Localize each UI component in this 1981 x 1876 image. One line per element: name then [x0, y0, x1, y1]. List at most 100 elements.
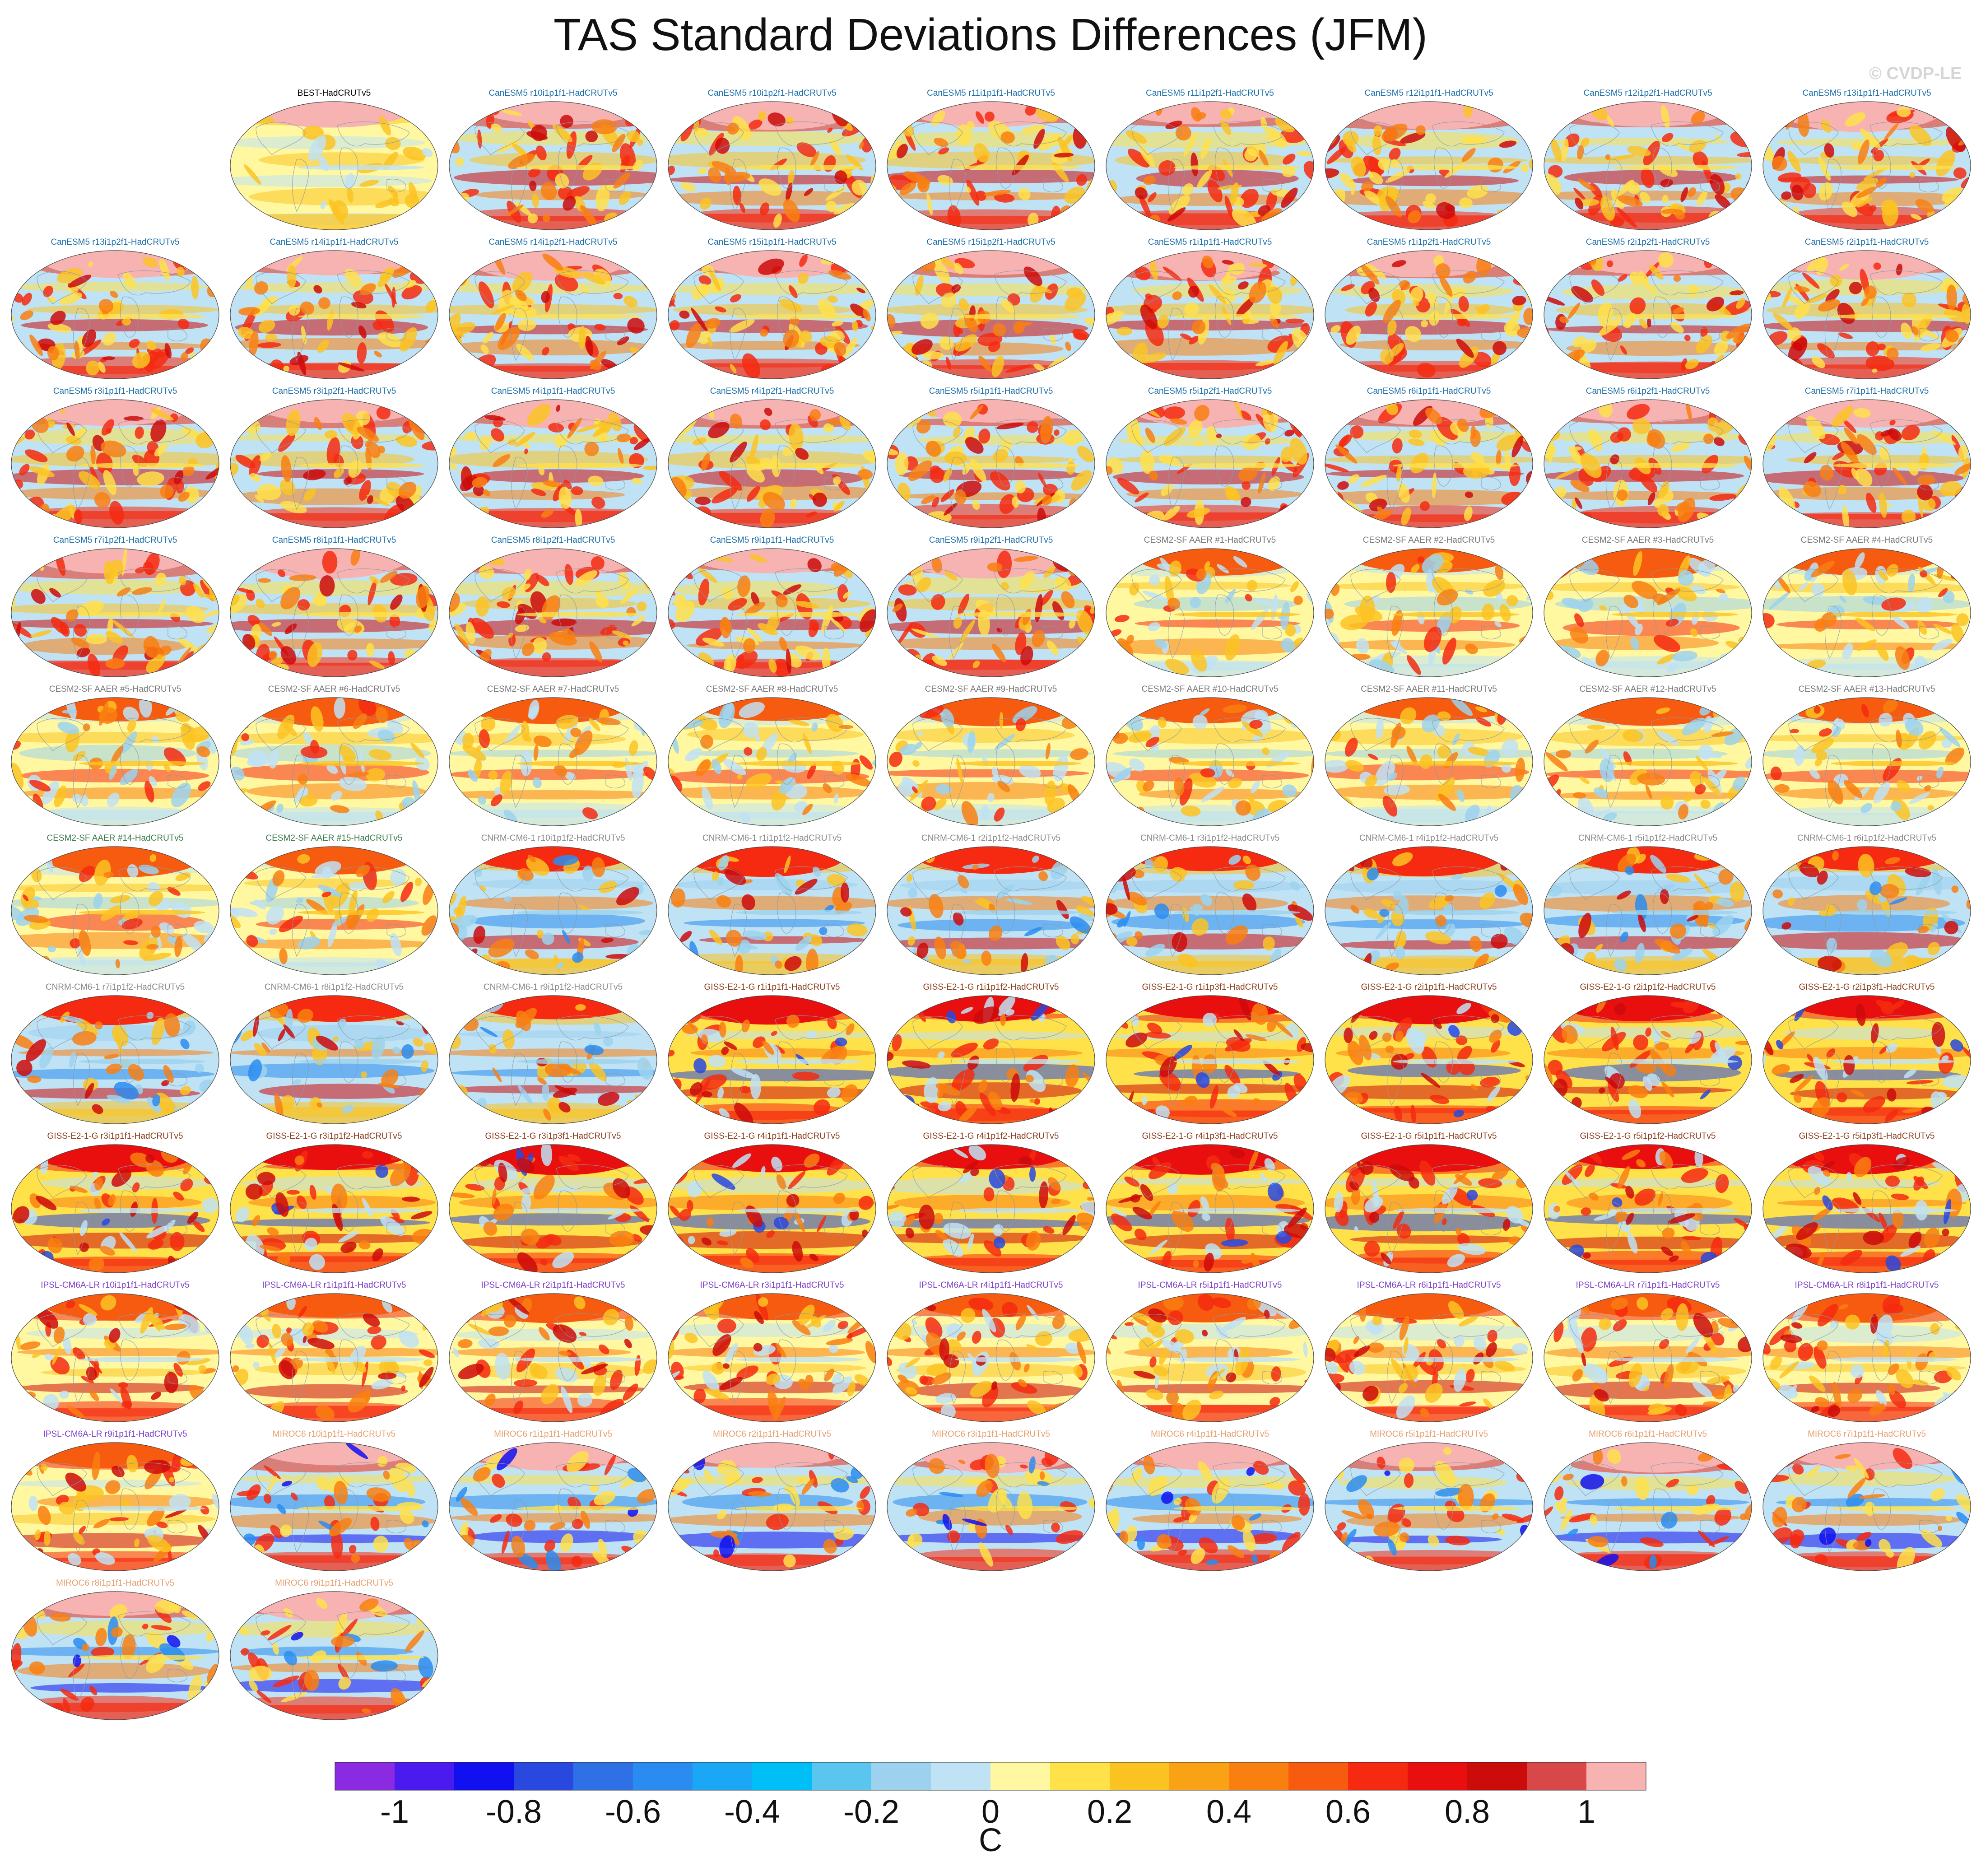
map-panel-grid: BEST-HadCRUTv5 CanESM5 r10i1p1f1-HadCRUTv…	[5, 88, 1976, 1727]
map-panel: CanESM5 r10i1p2f1-HadCRUTv5	[662, 88, 882, 237]
map-panel: CESM2-SF AAER #10-HadCRUTv5	[1100, 684, 1320, 833]
map-panel-plot	[449, 250, 657, 379]
map-panel-plot	[1544, 399, 1752, 528]
map-panel-label: IPSL-CM6A-LR r2i1p1f1-HadCRUTv5	[481, 1280, 625, 1290]
map-panel-label: CESM2-SF AAER #14-HadCRUTv5	[47, 833, 184, 843]
map-panel: IPSL-CM6A-LR r1i1p1f1-HadCRUTv5	[224, 1280, 444, 1429]
map-panel-plot	[1544, 548, 1752, 677]
map-panel-label: CanESM5 r7i1p2f1-HadCRUTv5	[53, 535, 177, 545]
map-panel-plot	[11, 1442, 219, 1571]
map-panel-label: CNRM-CM6-1 r5i1p1f2-HadCRUTv5	[1578, 833, 1718, 843]
map-panel-label: CanESM5 r9i1p1f1-HadCRUTv5	[710, 535, 834, 545]
map-panel: CESM2-SF AAER #15-HadCRUTv5	[224, 833, 444, 982]
map-panel-label: GISS-E2-1-G r5i1p1f2-HadCRUTv5	[1580, 1131, 1716, 1141]
map-panel: CNRM-CM6-1 r3i1p1f2-HadCRUTv5	[1100, 833, 1320, 982]
map-panel: MIROC6 r1i1p1f1-HadCRUTv5	[443, 1429, 663, 1578]
map-panel-plot	[668, 1293, 876, 1422]
map-panel-label: GISS-E2-1-G r3i1p1f1-HadCRUTv5	[47, 1131, 183, 1141]
map-panel-label: CanESM5 r7i1p1f1-HadCRUTv5	[1804, 386, 1929, 396]
map-panel-label: CESM2-SF AAER #5-HadCRUTv5	[49, 684, 181, 694]
map-panel-label: CNRM-CM6-1 r10i1p1f2-HadCRUTv5	[481, 833, 625, 843]
map-panel-label: GISS-E2-1-G r4i1p1f1-HadCRUTv5	[704, 1131, 840, 1141]
map-panel-label: CESM2-SF AAER #8-HadCRUTv5	[706, 684, 838, 694]
map-panel: IPSL-CM6A-LR r8i1p1f1-HadCRUTv5	[1757, 1280, 1976, 1429]
map-panel: CESM2-SF AAER #8-HadCRUTv5	[662, 684, 882, 833]
map-panel: CESM2-SF AAER #14-HadCRUTv5	[5, 833, 225, 982]
map-panel: CNRM-CM6-1 r4i1p1f2-HadCRUTv5	[1319, 833, 1539, 982]
colorbar-swatch	[812, 1762, 872, 1790]
map-panel: GISS-E2-1-G r1i1p1f2-HadCRUTv5	[881, 982, 1101, 1131]
map-panel-label: GISS-E2-1-G r1i1p1f2-HadCRUTv5	[923, 982, 1059, 992]
map-panel: MIROC6 r10i1p1f1-HadCRUTv5	[224, 1429, 444, 1578]
map-panel-plot	[1325, 399, 1533, 528]
map-panel-label: MIROC6 r8i1p1f1-HadCRUTv5	[56, 1578, 174, 1588]
map-panel: MIROC6 r5i1p1f1-HadCRUTv5	[1319, 1429, 1539, 1578]
map-panel-plot	[230, 1144, 438, 1273]
map-panel-label: MIROC6 r9i1p1f1-HadCRUTv5	[275, 1578, 393, 1588]
map-panel-plot	[1544, 1442, 1752, 1571]
map-panel-plot	[887, 846, 1095, 975]
map-panel: CNRM-CM6-1 r5i1p1f2-HadCRUTv5	[1538, 833, 1758, 982]
colorbar-unit-label: C	[979, 1822, 1002, 1858]
map-panel-label: IPSL-CM6A-LR r9i1p1f1-HadCRUTv5	[43, 1429, 187, 1439]
map-panel: CESM2-SF AAER #6-HadCRUTv5	[224, 684, 444, 833]
map-panel: GISS-E2-1-G r5i1p1f2-HadCRUTv5	[1538, 1131, 1758, 1280]
map-panel: GISS-E2-1-G r3i1p1f1-HadCRUTv5	[5, 1131, 225, 1280]
map-panel: CanESM5 r11i1p1f1-HadCRUTv5	[881, 88, 1101, 237]
map-panel-plot	[1106, 250, 1314, 379]
colorbar-swatch	[871, 1762, 931, 1790]
map-panel-plot	[668, 1144, 876, 1273]
map-panel-plot	[1106, 697, 1314, 826]
map-panel-plot	[1106, 995, 1314, 1124]
colorbar-swatch	[573, 1762, 633, 1790]
map-panel-label: CanESM5 r14i1p2f1-HadCRUTv5	[488, 237, 618, 247]
map-panel-label: IPSL-CM6A-LR r10i1p1f1-HadCRUTv5	[41, 1280, 190, 1290]
map-panel-plot	[230, 250, 438, 379]
map-panel-plot	[1325, 101, 1533, 230]
map-panel-label: MIROC6 r10i1p1f1-HadCRUTv5	[272, 1429, 396, 1439]
map-panel-plot	[230, 1591, 438, 1720]
map-panel-label: CESM2-SF AAER #1-HadCRUTv5	[1144, 535, 1276, 545]
map-panel-plot	[230, 1293, 438, 1422]
map-panel-label: CanESM5 r8i1p2f1-HadCRUTv5	[491, 535, 615, 545]
map-panel: CanESM5 r2i1p2f1-HadCRUTv5	[1538, 237, 1758, 386]
map-panel: CanESM5 r5i1p2f1-HadCRUTv5	[1100, 386, 1320, 535]
map-panel: CNRM-CM6-1 r10i1p1f2-HadCRUTv5	[443, 833, 663, 982]
map-panel-plot	[11, 548, 219, 677]
map-panel-label: GISS-E2-1-G r1i1p1f1-HadCRUTv5	[704, 982, 840, 992]
map-panel-label: CESM2-SF AAER #12-HadCRUTv5	[1579, 684, 1716, 694]
map-panel-label: IPSL-CM6A-LR r6i1p1f1-HadCRUTv5	[1357, 1280, 1501, 1290]
map-panel-label: CNRM-CM6-1 r7i1p1f2-HadCRUTv5	[45, 982, 185, 992]
map-panel: CanESM5 r12i1p2f1-HadCRUTv5	[1538, 88, 1758, 237]
map-panel-plot	[1325, 697, 1533, 826]
map-panel-label: CanESM5 r6i1p1f1-HadCRUTv5	[1367, 386, 1491, 396]
map-panel-plot	[1325, 1442, 1533, 1571]
map-panel-plot	[668, 548, 876, 677]
map-panel-label: CNRM-CM6-1 r1i1p1f2-HadCRUTv5	[702, 833, 842, 843]
map-panel: MIROC6 r8i1p1f1-HadCRUTv5	[5, 1578, 225, 1727]
map-panel-plot	[1544, 250, 1752, 379]
colorbar-swatch	[395, 1762, 455, 1790]
map-panel-label: IPSL-CM6A-LR r1i1p1f1-HadCRUTv5	[262, 1280, 406, 1290]
map-panel-plot	[1762, 697, 1971, 826]
map-panel: CanESM5 r14i1p2f1-HadCRUTv5	[443, 237, 663, 386]
map-panel-plot	[1762, 1442, 1971, 1571]
map-panel-plot	[1544, 1293, 1752, 1422]
colorbar-swatch	[1288, 1762, 1349, 1790]
map-panel-plot	[887, 250, 1095, 379]
map-panel-plot	[887, 697, 1095, 826]
map-panel: CNRM-CM6-1 r9i1p1f2-HadCRUTv5	[443, 982, 663, 1131]
map-panel: GISS-E2-1-G r2i1p1f2-HadCRUTv5	[1538, 982, 1758, 1131]
map-panel-plot	[887, 101, 1095, 230]
colorbar-swatch	[752, 1762, 812, 1790]
map-panel-label: CanESM5 r4i1p2f1-HadCRUTv5	[710, 386, 834, 396]
map-panel-label: CESM2-SF AAER #9-HadCRUTv5	[925, 684, 1057, 694]
map-panel-plot	[1544, 1144, 1752, 1273]
map-panel-plot	[668, 846, 876, 975]
map-panel: CanESM5 r5i1p1f1-HadCRUTv5	[881, 386, 1101, 535]
map-panel-label: BEST-HadCRUTv5	[297, 88, 371, 98]
map-panel-plot	[230, 101, 438, 230]
map-panel: CanESM5 r8i1p1f1-HadCRUTv5	[224, 535, 444, 684]
map-panel-plot	[1325, 1293, 1533, 1422]
map-panel: CanESM5 r1i1p2f1-HadCRUTv5	[1319, 237, 1539, 386]
